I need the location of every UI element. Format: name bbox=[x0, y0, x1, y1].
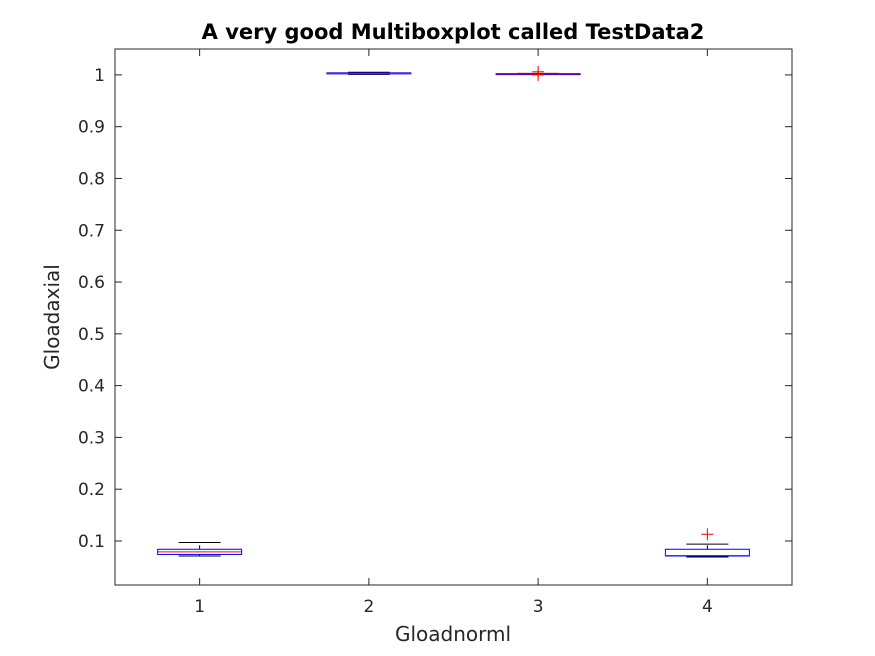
box-2 bbox=[326, 71, 412, 75]
box-3 bbox=[495, 65, 581, 81]
y-tick-label: 0.6 bbox=[78, 273, 105, 293]
box-rect bbox=[664, 548, 750, 557]
x-tick-label: 1 bbox=[194, 597, 205, 617]
y-tick-label: 0.2 bbox=[78, 480, 105, 500]
x-axis-label: Gloadnorml bbox=[395, 622, 511, 646]
box-4 bbox=[664, 528, 750, 558]
y-tick-label: 0.9 bbox=[78, 118, 105, 138]
box-series bbox=[157, 65, 750, 558]
box-1 bbox=[157, 542, 243, 557]
y-tick-label: 0.7 bbox=[78, 221, 105, 241]
y-tick-label: 0.5 bbox=[78, 325, 105, 345]
x-tick-label: 4 bbox=[702, 597, 713, 617]
y-axis-label: Gloadaxial bbox=[40, 264, 64, 370]
x-axis-ticks: 1 2 3 4 bbox=[194, 49, 713, 617]
y-tick-label: 0.8 bbox=[78, 169, 105, 189]
y-axis-ticks: 0.1 0.2 0.3 0.4 0.5 0.6 0.7 0.8 0.9 1 bbox=[78, 66, 792, 552]
y-tick-label: 1 bbox=[94, 66, 105, 86]
x-tick-label: 3 bbox=[533, 597, 544, 617]
x-tick-label: 2 bbox=[363, 597, 374, 617]
y-tick-label: 0.1 bbox=[78, 532, 105, 552]
chart-title: A very good Multiboxplot called TestData… bbox=[202, 20, 705, 44]
plot-area bbox=[114, 48, 793, 586]
y-tick-label: 0.3 bbox=[78, 428, 105, 448]
y-tick-label: 0.4 bbox=[78, 377, 105, 397]
